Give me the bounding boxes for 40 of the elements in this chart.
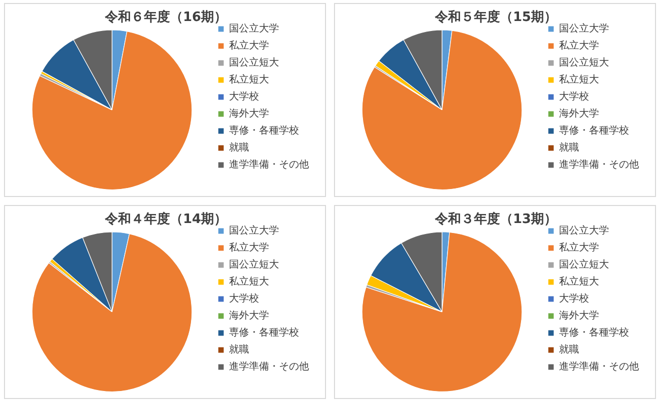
legend-label: 進学準備・その他 [559,158,639,171]
legend-label: 国公立短大 [559,258,609,271]
legend-label: 国公立大学 [559,224,609,237]
legend-label: 私立短大 [229,276,269,288]
legend-label: 国公立短大 [559,56,609,69]
legend-label: 私立大学 [559,40,599,52]
legend-label: 私立大学 [559,242,599,254]
legend-label: 進学準備・その他 [559,360,639,373]
legend-label: 大学校 [559,292,589,305]
legend-label: 進学準備・その他 [229,360,309,373]
legend-label: 海外大学 [229,310,269,322]
legend-label: 海外大学 [229,108,269,120]
legend-label: 国公立大学 [229,224,279,237]
legend-label: 国公立大学 [559,22,609,35]
legend-label: 専修・各種学校 [229,326,299,339]
legend-label: 大学校 [229,292,259,305]
legend-label: 専修・各種学校 [229,124,299,137]
text: 令和５年度（15期） [434,9,558,26]
legend-label: 私立短大 [229,74,269,86]
legend-label: 国公立短大 [229,258,279,271]
legend-label: 就職 [559,344,579,356]
legend-label: 国公立短大 [229,56,279,69]
text: 令和６年度（16期） [104,9,228,26]
legend-label: 私立短大 [559,276,599,288]
legend-label: 就職 [559,142,579,154]
legend-label: 私立大学 [229,242,269,254]
text: 令和４年度（14期） [104,211,228,228]
legend-label: 海外大学 [559,108,599,120]
legend-label: 国公立大学 [229,22,279,35]
legend-label: 大学校 [229,90,259,103]
legend-label: 私立大学 [229,40,269,52]
legend-label: 専修・各種学校 [559,124,629,137]
legend-label: 私立短大 [559,74,599,86]
legend-label: 進学準備・その他 [229,158,309,171]
legend-label: 就職 [229,344,249,356]
legend-label: 海外大学 [559,310,599,322]
legend-label: 就職 [229,142,249,154]
text: 令和３年度（13期） [434,211,558,228]
legend-label: 大学校 [559,90,589,103]
legend-label: 専修・各種学校 [559,326,629,339]
